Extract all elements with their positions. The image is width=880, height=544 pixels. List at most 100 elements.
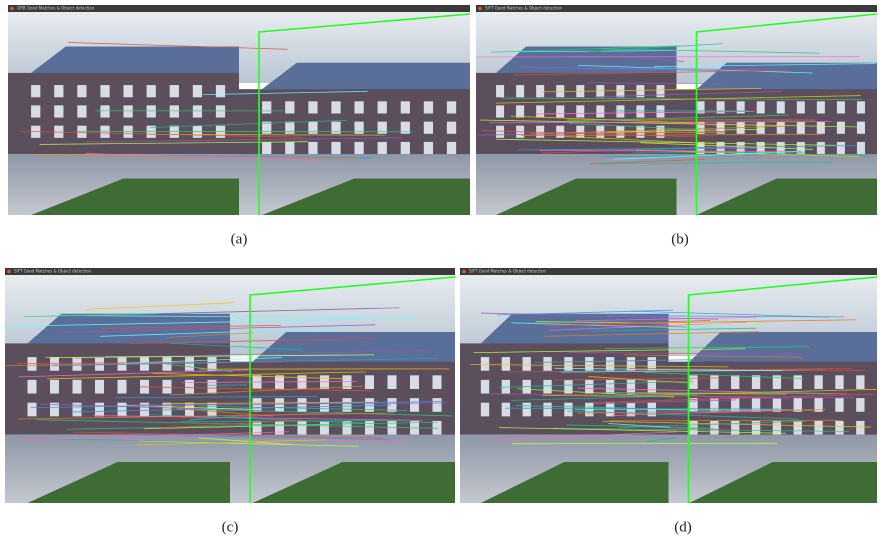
screenshot-window: ORB Good Matches & Object detection (a)	[8, 5, 470, 247]
window	[856, 375, 864, 389]
window	[857, 122, 865, 134]
window	[216, 105, 225, 117]
window	[410, 398, 419, 412]
window	[817, 122, 825, 134]
window	[388, 375, 397, 389]
figure: ORB Good Matches & Object detection (a) SI…	[0, 0, 880, 544]
window	[835, 421, 843, 435]
window	[124, 105, 133, 117]
match-line	[76, 131, 412, 132]
window	[447, 142, 456, 154]
window	[835, 398, 843, 412]
window	[320, 375, 329, 389]
window	[817, 101, 825, 113]
window	[857, 142, 865, 154]
window	[731, 375, 739, 389]
screenshot-window: SIFT Good Matches & Object detection(d)	[460, 268, 877, 535]
window-button	[462, 270, 466, 274]
window-title: ORB Good Matches & Object detection	[17, 6, 95, 11]
window	[100, 126, 109, 138]
window	[516, 85, 524, 97]
window	[95, 380, 104, 394]
window	[298, 398, 307, 412]
window	[424, 122, 433, 134]
window	[77, 105, 86, 117]
window	[585, 380, 593, 394]
window	[73, 380, 82, 394]
window	[275, 421, 284, 435]
window	[543, 380, 551, 394]
window	[576, 105, 584, 117]
window	[543, 357, 551, 371]
window	[481, 357, 489, 371]
caption: (c)	[222, 519, 239, 535]
screenshot-window: SIFT Good Matches & Object detection(c)	[5, 268, 455, 535]
window	[320, 421, 329, 435]
window	[31, 85, 40, 97]
window	[331, 142, 340, 154]
window	[355, 142, 364, 154]
window	[773, 421, 781, 435]
window	[424, 142, 433, 154]
window	[523, 403, 531, 417]
window	[689, 375, 697, 389]
caption: (b)	[671, 231, 689, 247]
window	[401, 142, 410, 154]
window	[496, 85, 504, 97]
window	[193, 85, 202, 97]
window	[285, 142, 294, 154]
window	[253, 398, 262, 412]
window	[523, 357, 531, 371]
window	[656, 105, 664, 117]
window	[627, 380, 635, 394]
window	[596, 105, 604, 117]
window	[262, 142, 271, 154]
window	[73, 357, 82, 371]
window	[777, 122, 785, 134]
window	[185, 380, 194, 394]
window	[31, 105, 40, 117]
caption: (a)	[231, 231, 248, 247]
window	[794, 421, 802, 435]
window	[837, 101, 845, 113]
window	[556, 105, 564, 117]
window	[170, 85, 179, 97]
window	[262, 101, 271, 113]
window	[797, 122, 805, 134]
window	[837, 142, 845, 154]
window	[343, 398, 352, 412]
window	[481, 403, 489, 417]
window	[193, 105, 202, 117]
window	[147, 105, 156, 117]
window	[496, 126, 504, 138]
window	[616, 105, 624, 117]
window	[378, 101, 387, 113]
window	[100, 85, 109, 97]
window	[433, 375, 442, 389]
window	[50, 357, 59, 371]
window	[481, 380, 489, 394]
window	[77, 85, 86, 97]
window	[757, 122, 765, 134]
window	[814, 421, 822, 435]
window-button	[478, 7, 482, 11]
window	[28, 357, 37, 371]
window	[216, 85, 225, 97]
screenshot-window: SIFT Good Matches & Object detection(b)	[476, 5, 877, 247]
window	[710, 375, 718, 389]
window	[285, 101, 294, 113]
window	[564, 403, 572, 417]
window	[502, 357, 510, 371]
window	[447, 101, 456, 113]
window-button	[10, 7, 14, 11]
caption: (d)	[674, 519, 692, 535]
window	[648, 380, 656, 394]
roof	[262, 63, 470, 93]
window	[516, 105, 524, 117]
window	[433, 398, 442, 412]
window	[636, 105, 644, 117]
window	[536, 126, 544, 138]
window	[355, 101, 364, 113]
window	[118, 403, 127, 417]
window	[50, 380, 59, 394]
